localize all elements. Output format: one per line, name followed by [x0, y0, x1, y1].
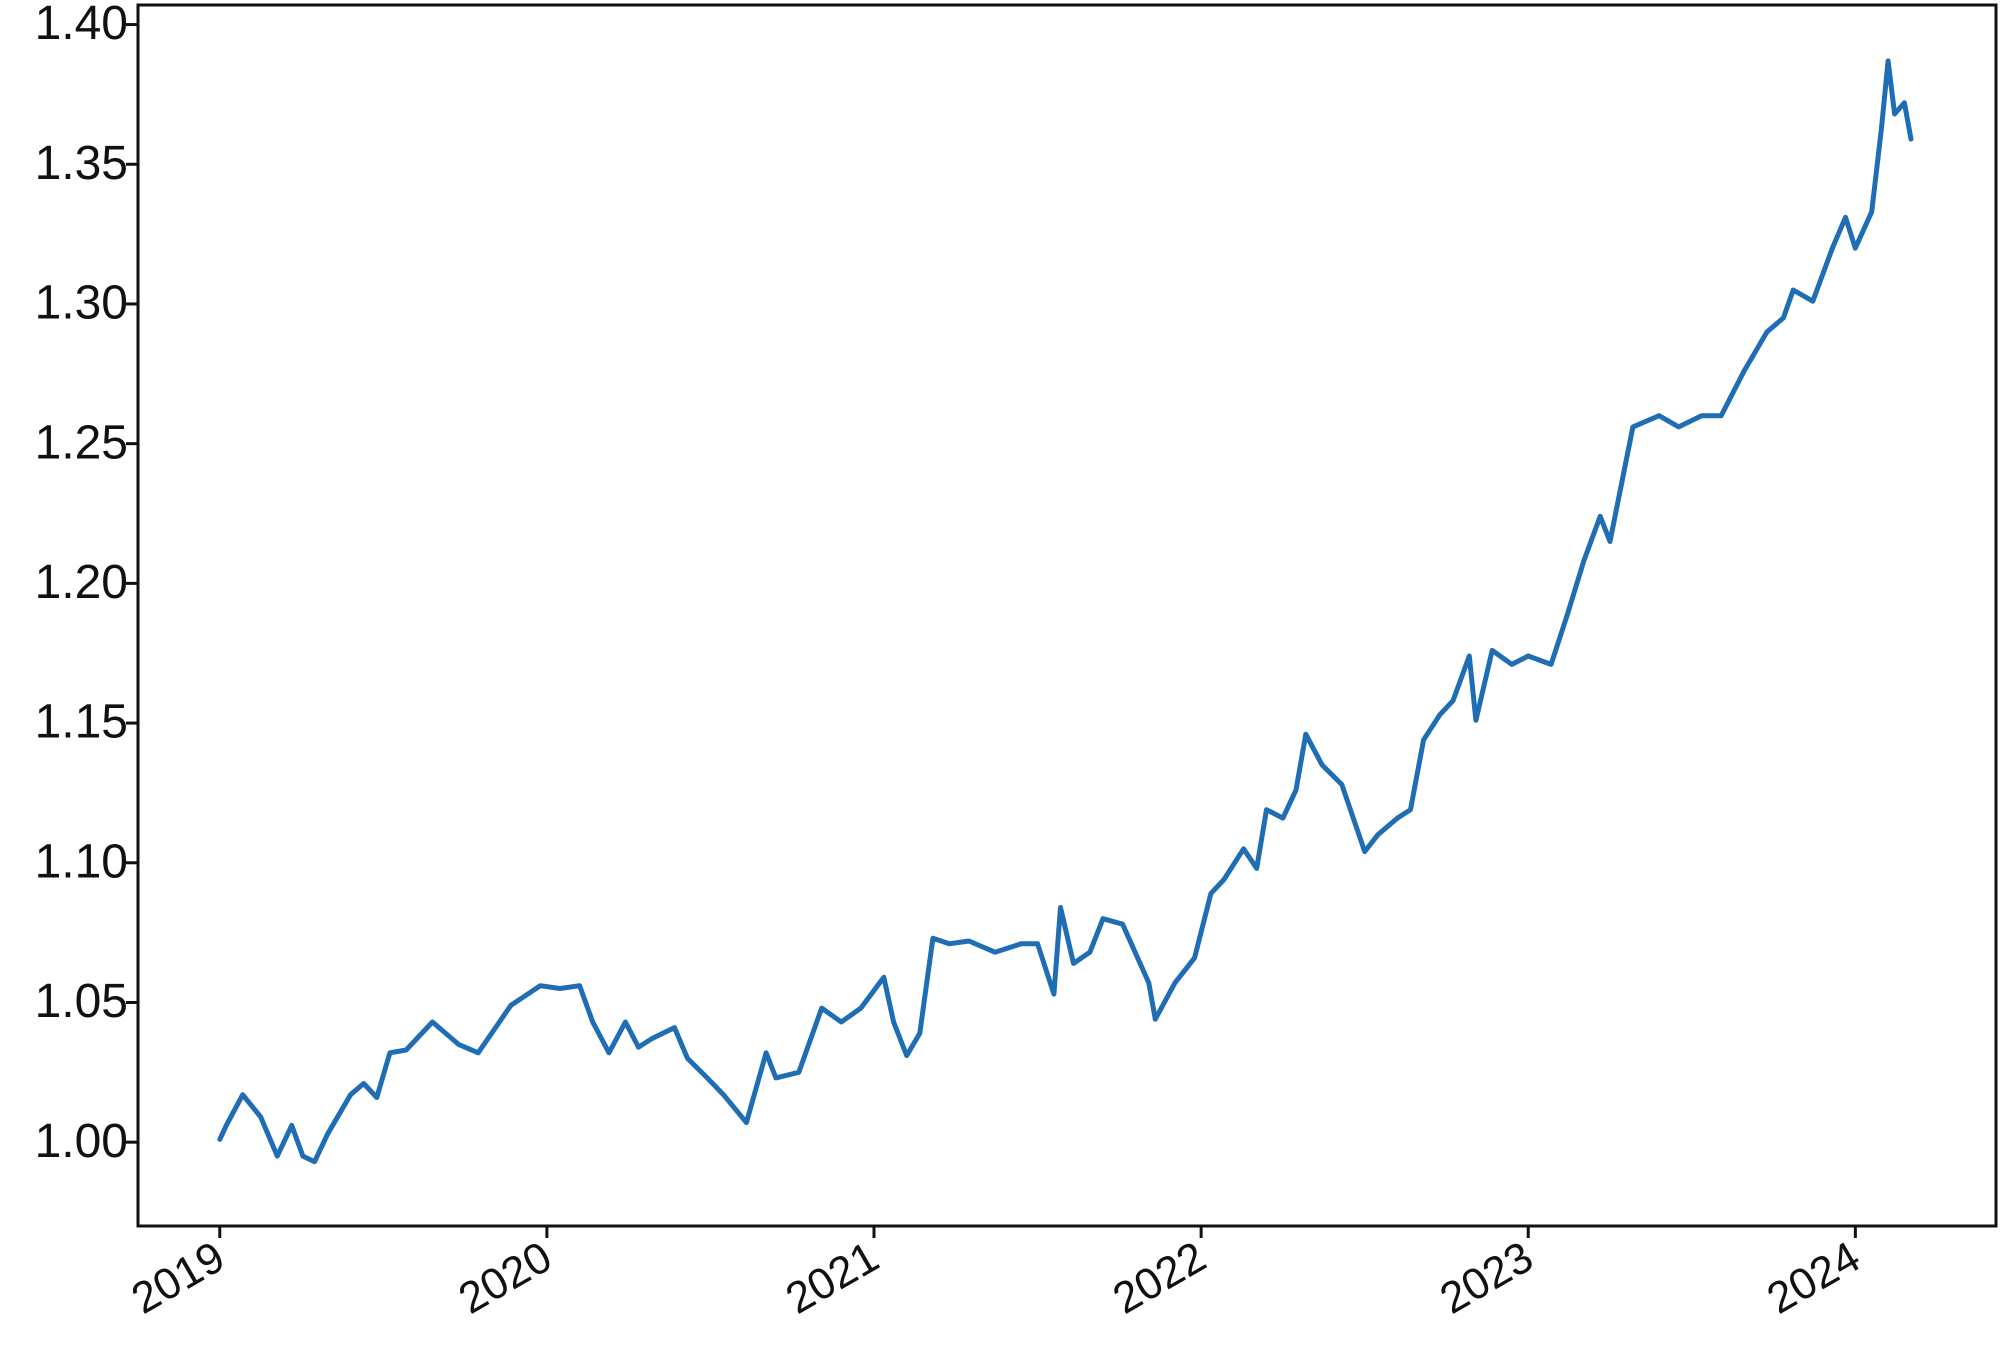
- y-tick-label: 1.15: [35, 696, 128, 749]
- y-tick-label: 1.40: [35, 0, 128, 50]
- x-tick-label: 2024: [1759, 1232, 1868, 1323]
- data-line: [217, 58, 1914, 1165]
- y-tick-label: 1.25: [35, 416, 128, 469]
- x-tick-label: 2023: [1432, 1232, 1541, 1323]
- y-tick-label: 1.20: [35, 556, 128, 609]
- y-tick-label: 1.10: [35, 835, 128, 888]
- x-tick-label: 2020: [451, 1232, 560, 1323]
- x-tick-label: 2021: [778, 1232, 887, 1323]
- x-tick-label: 2022: [1105, 1232, 1214, 1323]
- y-tick-label: 1.00: [35, 1115, 128, 1168]
- y-tick-label: 1.05: [35, 975, 128, 1028]
- y-tick-label: 1.30: [35, 277, 128, 330]
- x-tick-label: 2019: [124, 1232, 233, 1323]
- y-tick-label: 1.35: [35, 137, 128, 190]
- plot-frame: [136, 3, 1998, 1228]
